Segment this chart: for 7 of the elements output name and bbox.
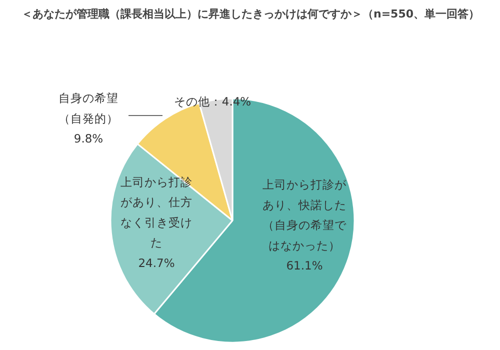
slice-label: 上司から打診があり、仕方なく引き受けた [120,174,192,250]
data-label: 24.7% [138,256,175,270]
slice-label: 自身の希望（自発的） [58,91,118,126]
slice-label: 上司から打診があり、快諾した（自身の希望ではなかった） [262,178,348,252]
data-label: 61.1% [286,258,323,273]
data-label: 9.8% [74,132,104,146]
chart-title: ＜あなたが管理職（課長相当以上）に昇進したきっかけは何ですか＞（n=550、単一回答） [21,8,480,20]
